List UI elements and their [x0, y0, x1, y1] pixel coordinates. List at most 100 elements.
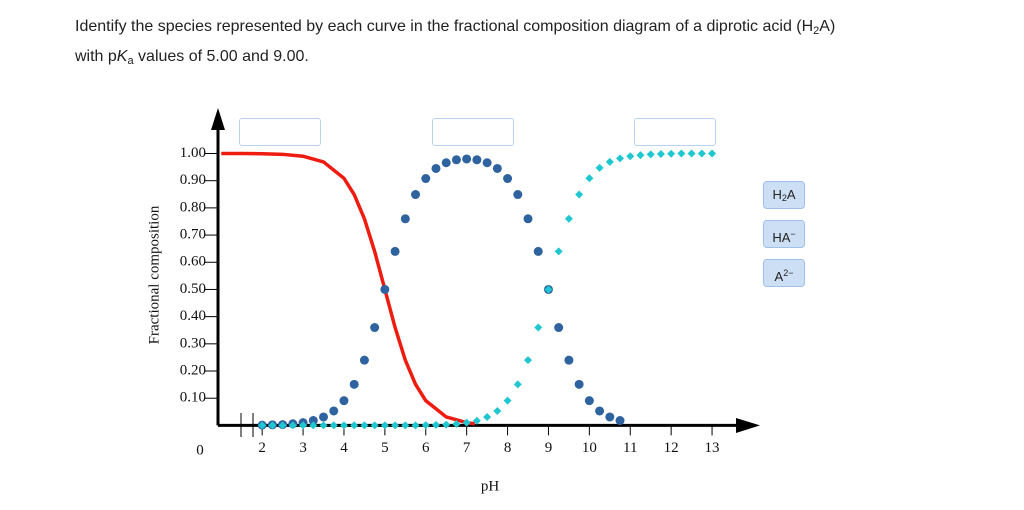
y-tick-label: 0.90: [180, 172, 206, 188]
question-line: Identify the species represented by each…: [75, 14, 835, 44]
curve-diamond: [575, 190, 584, 199]
question-text: with p: [75, 48, 117, 65]
y-tick-label: 0.30: [180, 335, 206, 351]
curve-dot: [319, 412, 329, 422]
drop-target[interactable]: [634, 118, 716, 146]
y-tick-label: 0.80: [180, 199, 206, 215]
curve-diamond: [452, 420, 461, 429]
curve-dot: [370, 323, 380, 333]
curve-diamond: [421, 421, 430, 430]
curve-diamond: [554, 247, 563, 256]
y-tick-label: 0.50: [180, 281, 206, 297]
curve-diamond: [544, 285, 553, 294]
curve-diamond: [564, 214, 573, 223]
x-tick-label: 11: [623, 440, 637, 456]
curve-dot: [523, 214, 533, 224]
curve-diamond: [339, 421, 348, 430]
curve-dot: [503, 174, 513, 184]
curve-dot: [451, 155, 461, 165]
curve-diamond: [472, 416, 481, 425]
curve-diamond: [585, 174, 594, 183]
curve-dot: [349, 379, 359, 389]
question-text: K: [116, 48, 128, 65]
answer-choice[interactable]: A2−: [763, 259, 805, 287]
curve-dot: [574, 379, 584, 389]
curve-dot: [441, 158, 451, 168]
curve-diamond: [687, 149, 696, 158]
curve-diamond: [401, 421, 410, 430]
x-tick-label: 6: [422, 440, 430, 456]
drop-target[interactable]: [432, 118, 514, 146]
curve-diamond: [288, 421, 297, 430]
choice-text: 2−: [783, 268, 794, 278]
curve-dot: [339, 396, 349, 406]
choice-text: 2: [781, 193, 787, 203]
curve-dot: [605, 412, 615, 422]
y-axis-arrow: [211, 108, 225, 130]
curve-diamond: [350, 421, 359, 430]
curve-dot: [492, 163, 502, 173]
x-tick-label: 8: [504, 440, 512, 456]
y-tick-label: 0.10: [180, 390, 206, 406]
curve-dot: [380, 284, 390, 294]
curve-dot: [533, 246, 543, 256]
curve-diamond: [431, 420, 440, 429]
curve-diamond: [534, 323, 543, 332]
curve-diamond: [278, 421, 287, 430]
curve-diamond: [329, 421, 338, 430]
curve-diamond: [483, 412, 492, 421]
x-axis-arrow: [736, 418, 760, 433]
curve-diamond: [268, 421, 277, 430]
origin-label: 0: [196, 442, 204, 458]
question-line: with pKa values of 5.00 and 9.00.: [75, 44, 835, 74]
x-tick-label: 5: [381, 440, 389, 456]
x-tick-label: 2: [258, 440, 266, 456]
question-text: a: [127, 55, 134, 67]
x-tick-label: 9: [545, 440, 553, 456]
curve-dot: [411, 190, 421, 200]
curve-diamond: [697, 149, 706, 158]
choice-text: H: [772, 187, 782, 202]
curve-dot: [329, 406, 339, 416]
answer-choice[interactable]: H2A: [763, 181, 805, 209]
curve-dot: [584, 396, 594, 406]
curve-diamond: [370, 421, 379, 430]
y-tick-label: 1.00: [180, 145, 206, 161]
curve-dot: [400, 214, 410, 224]
curve-dot: [390, 246, 400, 256]
curve: [221, 151, 476, 426]
curve-diamond: [636, 151, 645, 160]
curve-diamond: [513, 380, 522, 389]
x-axis-label: pH: [481, 478, 500, 494]
curve-diamond: [319, 421, 328, 430]
curve-dot: [482, 158, 492, 168]
curve-diamond: [503, 396, 512, 405]
curve-dot: [513, 190, 523, 200]
curve-dot: [472, 155, 482, 165]
curve-diamond: [462, 418, 471, 427]
question-text: Identify the species represented by each…: [75, 18, 814, 35]
curve-diamond: [524, 356, 533, 365]
curve-diamond: [360, 421, 369, 430]
answer-choice[interactable]: HA−: [763, 220, 805, 248]
curve-diamond: [299, 421, 308, 430]
curve-dot: [554, 323, 564, 333]
x-tick-label: 7: [463, 440, 471, 456]
curve-diamond: [626, 152, 635, 161]
choice-text: A: [786, 187, 796, 202]
x-tick-label: 4: [340, 440, 348, 456]
x-tick-label: 10: [582, 440, 597, 456]
curve-diamond: [595, 163, 604, 172]
curve-diamond: [493, 406, 502, 415]
y-tick-label: 0.40: [180, 308, 206, 324]
curve-dot: [421, 174, 431, 184]
y-tick-label: 0.70: [180, 227, 206, 243]
x-tick-label: 13: [705, 440, 720, 456]
curve-diamond: [708, 149, 717, 158]
drop-target[interactable]: [239, 118, 321, 146]
curve-dot: [359, 355, 369, 365]
curve-dot: [431, 163, 441, 173]
curve-diamond: [411, 421, 420, 430]
